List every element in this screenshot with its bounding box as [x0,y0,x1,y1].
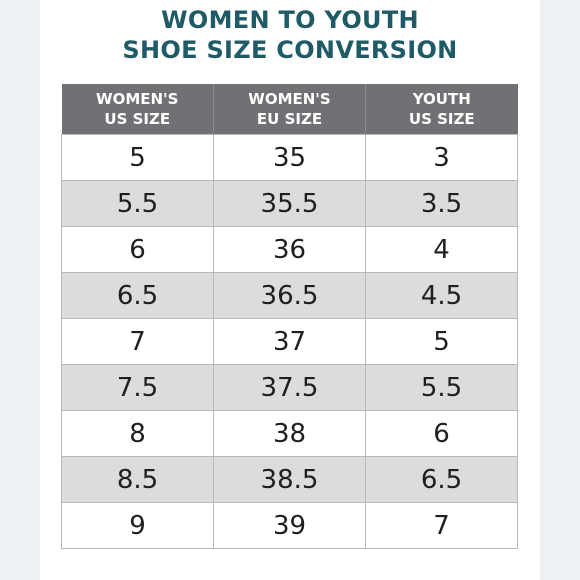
header-womens-eu-size: WOMEN'S EU SIZE [213,84,366,135]
cell-womens-us: 8.5 [61,456,214,503]
cell-womens-us: 9 [61,502,214,549]
cell-womens-us: 5 [61,134,214,181]
cell-womens-eu: 35.5 [213,180,366,227]
cell-womens-eu: 38.5 [213,456,366,503]
header-line: US SIZE [104,110,171,128]
header-youth-us-size: YOUTH US SIZE [365,84,518,135]
cell-womens-eu: 39 [213,502,366,549]
size-conversion-table: WOMEN'S US SIZE WOMEN'S EU SIZE YOUTH US… [61,84,518,549]
cell-womens-eu: 37.5 [213,364,366,411]
cell-womens-eu: 35 [213,134,366,181]
chart-title-line-2: SHOE SIZE CONVERSION [122,36,458,64]
chart-title-line-1: WOMEN TO YOUTH [161,6,419,34]
cell-womens-us: 8 [61,410,214,457]
header-line: WOMEN'S [248,90,331,108]
cell-youth-us: 4.5 [365,272,518,319]
cell-youth-us: 6.5 [365,456,518,503]
table-row: 8.5 38.5 6.5 [61,456,518,503]
header-line: US SIZE [408,110,475,128]
table-row: 8 38 6 [61,410,518,457]
cell-youth-us: 4 [365,226,518,273]
header-line: YOUTH [412,90,471,108]
cell-youth-us: 3 [365,134,518,181]
table-row: 5 35 3 [61,134,518,181]
cell-womens-eu: 36 [213,226,366,273]
header-line: EU SIZE [256,110,323,128]
cell-womens-us: 7 [61,318,214,365]
cell-youth-us: 7 [365,502,518,549]
cell-youth-us: 6 [365,410,518,457]
header-womens-us-size: WOMEN'S US SIZE [61,84,214,135]
cell-youth-us: 3.5 [365,180,518,227]
cell-womens-us: 7.5 [61,364,214,411]
cell-youth-us: 5.5 [365,364,518,411]
table-row: 9 39 7 [61,502,518,549]
table-row: 6 36 4 [61,226,518,273]
header-line: WOMEN'S [96,90,179,108]
cell-womens-eu: 38 [213,410,366,457]
cell-youth-us: 5 [365,318,518,365]
table-row: 7 37 5 [61,318,518,365]
size-chart-card: WOMEN TO YOUTH SHOE SIZE CONVERSION WOME… [40,0,540,580]
table-row: 5.5 35.5 3.5 [61,180,518,227]
cell-womens-eu: 36.5 [213,272,366,319]
table-header-row: WOMEN'S US SIZE WOMEN'S EU SIZE YOUTH US… [61,84,518,135]
cell-womens-eu: 37 [213,318,366,365]
cell-womens-us: 5.5 [61,180,214,227]
table-row: 6.5 36.5 4.5 [61,272,518,319]
cell-womens-us: 6.5 [61,272,214,319]
table-row: 7.5 37.5 5.5 [61,364,518,411]
cell-womens-us: 6 [61,226,214,273]
